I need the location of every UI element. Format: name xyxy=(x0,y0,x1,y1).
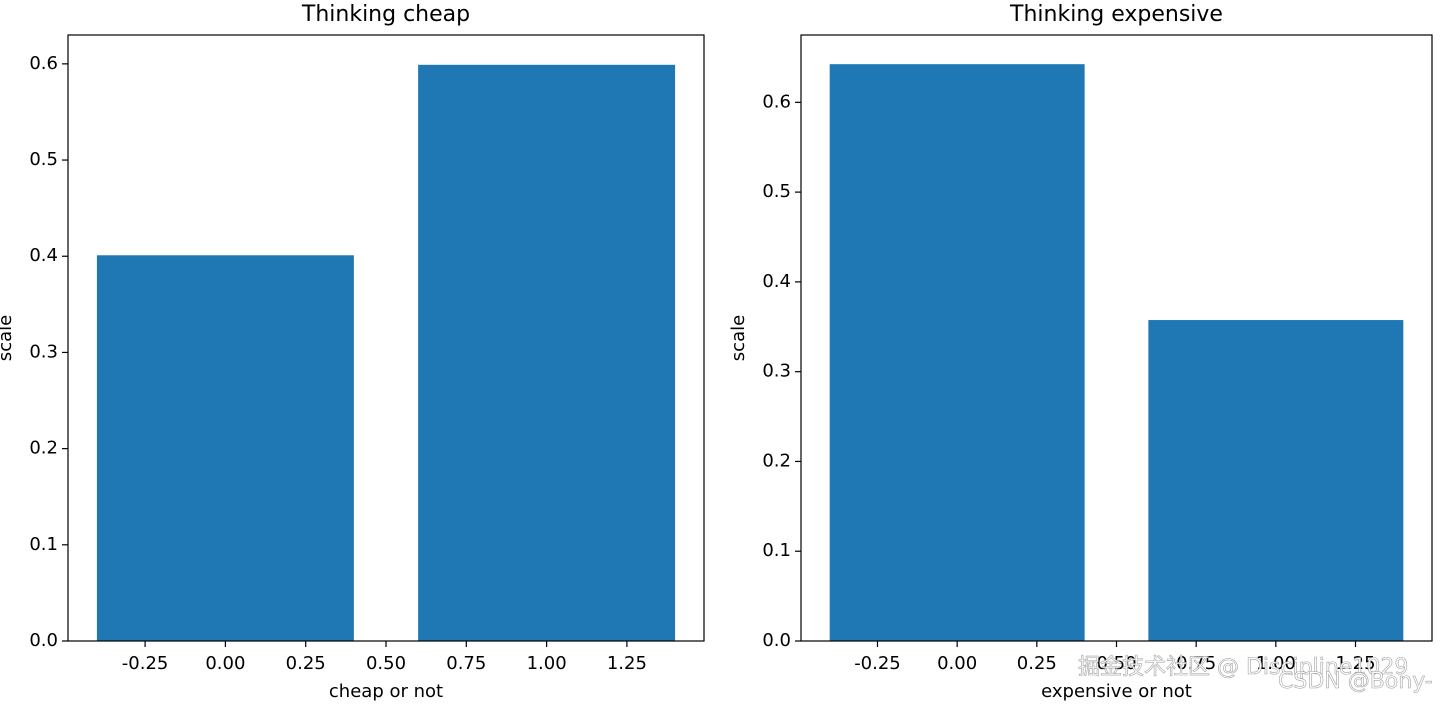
x-tick-label: 0.50 xyxy=(366,653,406,674)
y-tick-label: 0.3 xyxy=(762,361,791,382)
y-tick-label: 0.6 xyxy=(29,53,58,74)
y-tick-label: 0.2 xyxy=(29,438,58,459)
y-tick-label: 0.0 xyxy=(762,630,791,651)
x-tick-label: 0.50 xyxy=(1096,653,1136,674)
x-tick-label: 1.25 xyxy=(607,653,647,674)
y-tick-label: 0.1 xyxy=(29,534,58,555)
x-tick-label: 0.25 xyxy=(286,653,326,674)
y-tick-label: 0.0 xyxy=(29,630,58,651)
y-axis-label: scale xyxy=(728,315,749,361)
x-tick-label: 1.00 xyxy=(527,653,567,674)
x-tick-label: -0.25 xyxy=(854,653,901,674)
x-axis-label: cheap or not xyxy=(329,681,443,702)
bar xyxy=(829,64,1085,641)
x-tick-label: 0.00 xyxy=(937,653,977,674)
y-tick-label: 0.1 xyxy=(762,540,791,561)
chart-title: Thinking expensive xyxy=(1009,2,1223,27)
y-tick-label: 0.5 xyxy=(29,149,58,170)
y-tick-label: 0.3 xyxy=(29,341,58,362)
x-tick-label: 0.25 xyxy=(1017,653,1057,674)
x-axis-label: expensive or not xyxy=(1041,681,1192,702)
x-tick-label: 0.75 xyxy=(1176,653,1216,674)
y-axis-label: scale xyxy=(0,315,16,361)
x-tick-label: 1.00 xyxy=(1256,653,1296,674)
watermark: CSDN @Bony- xyxy=(1278,669,1433,694)
y-tick-label: 0.5 xyxy=(762,181,791,202)
y-tick-label: 0.2 xyxy=(762,450,791,471)
chart-title: Thinking cheap xyxy=(301,2,470,27)
x-tick-label: 1.25 xyxy=(1335,653,1375,674)
bar xyxy=(1148,320,1404,641)
y-tick-label: 0.4 xyxy=(29,245,58,266)
bar xyxy=(96,255,354,641)
y-tick-label: 0.6 xyxy=(762,91,791,112)
x-tick-label: 0.75 xyxy=(446,653,486,674)
x-tick-label: -0.25 xyxy=(122,653,169,674)
x-tick-label: 0.00 xyxy=(205,653,245,674)
bar xyxy=(418,64,676,642)
watermark: 掘金技术社区 @ Discipline1029 xyxy=(1078,655,1408,680)
y-tick-label: 0.4 xyxy=(762,271,791,292)
